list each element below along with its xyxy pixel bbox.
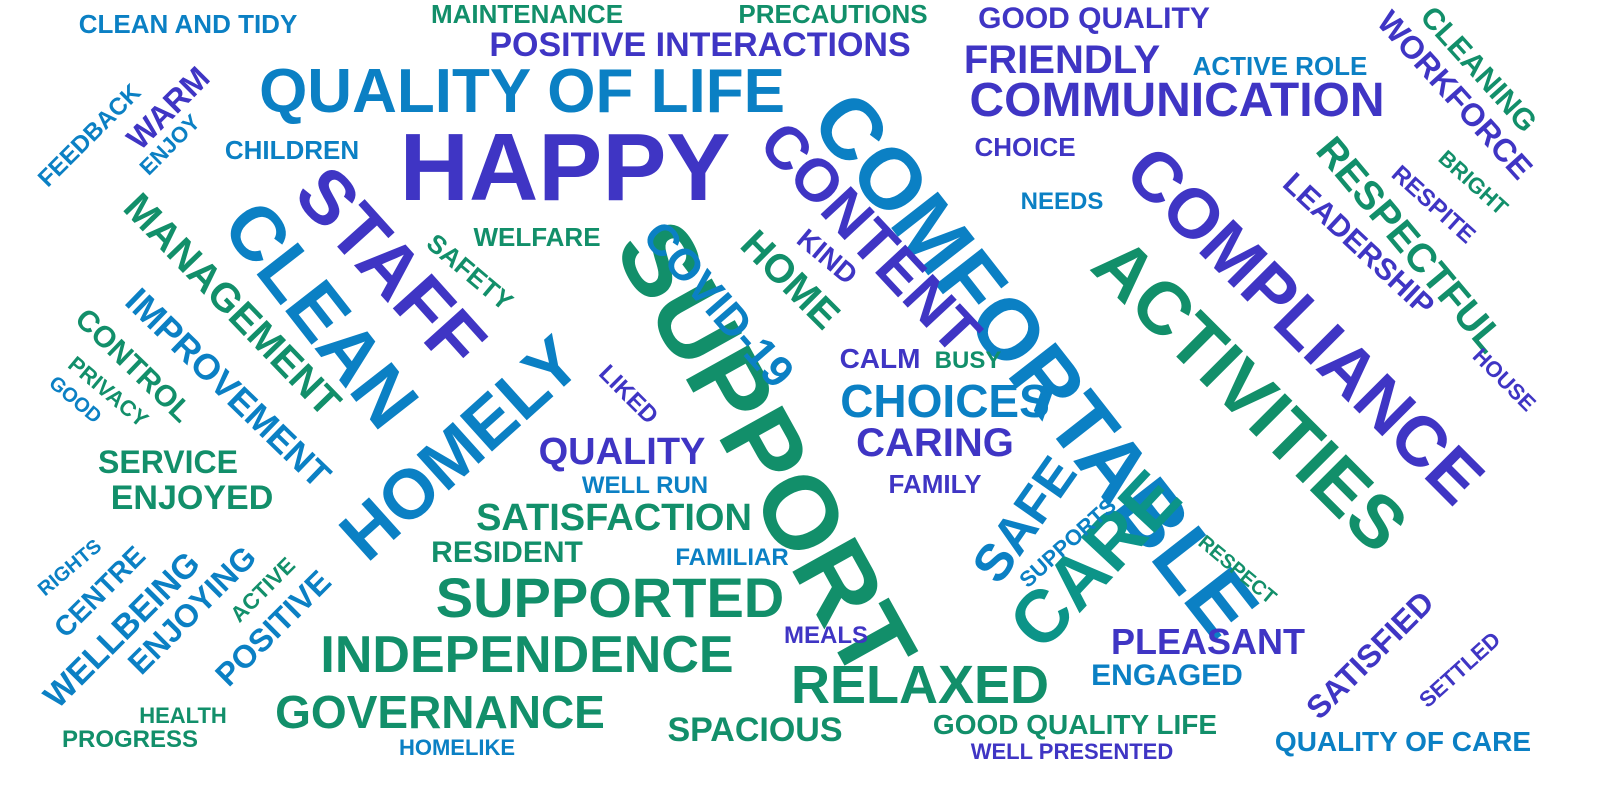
word-house: HOUSE <box>1467 343 1541 417</box>
word-good-quality: GOOD QUALITY <box>978 2 1210 35</box>
word-happy: HAPPY <box>399 114 731 221</box>
word-caring: CARING <box>856 421 1014 465</box>
word-calm: CALM <box>839 343 921 374</box>
word-choice: CHOICE <box>974 132 1076 162</box>
word-good-quality-life: GOOD QUALITY LIFE <box>932 709 1218 740</box>
word-meals: MEALS <box>784 622 868 649</box>
word-pleasant: PLEASANT <box>1110 621 1306 662</box>
word-spacious: SPACIOUS <box>667 711 843 749</box>
word-progress: PROGRESS <box>61 726 199 753</box>
word-well-presented: WELL PRESENTED <box>970 739 1174 764</box>
word-children: CHILDREN <box>224 135 360 165</box>
word-liked: LIKED <box>593 359 664 430</box>
word-engaged: ENGAGED <box>1091 659 1243 692</box>
word-settled: SETTLED <box>1414 626 1506 713</box>
word-homelike: HOMELIKE <box>398 735 516 760</box>
word-resident: RESIDENT <box>431 536 583 569</box>
word-governance: GOVERNANCE <box>275 686 605 738</box>
word-independence: INDEPENDENCE <box>320 626 734 684</box>
word-welfare: WELFARE <box>473 222 601 252</box>
word-active-role: ACTIVE ROLE <box>1192 51 1368 81</box>
word-supported: SUPPORTED <box>435 566 785 629</box>
word-quality-of-life: QUALITY OF LIFE <box>259 57 785 126</box>
word-clean-and-tidy: CLEAN AND TIDY <box>78 9 298 39</box>
word-friendly: FRIENDLY <box>963 38 1161 82</box>
word-needs: NEEDS <box>1020 188 1104 215</box>
word-quality-of-care: QUALITY OF CARE <box>1274 726 1532 757</box>
word-relaxed: RELAXED <box>790 655 1050 715</box>
word-quality: QUALITY <box>538 431 706 473</box>
word-precautions: PRECAUTIONS <box>738 0 928 29</box>
word-enjoyed: ENJOYED <box>110 479 274 517</box>
word-health: HEALTH <box>139 703 227 728</box>
word-satisfaction: SATISFACTION <box>476 497 752 539</box>
word-well-run: WELL RUN <box>581 472 709 499</box>
word-service: SERVICE <box>98 444 238 480</box>
word-family: FAMILY <box>888 469 982 499</box>
word-choices: CHOICES <box>840 375 1050 427</box>
word-communication: COMMUNICATION <box>969 74 1385 127</box>
word-positive-interactions: POSITIVE INTERACTIONS <box>489 26 911 64</box>
word-satisfied: SATISFIED <box>1299 584 1441 726</box>
word-busy: BUSY <box>934 347 1002 374</box>
word-maintenance: MAINTENANCE <box>430 0 624 29</box>
word-familiar: FAMILIAR <box>675 544 789 571</box>
